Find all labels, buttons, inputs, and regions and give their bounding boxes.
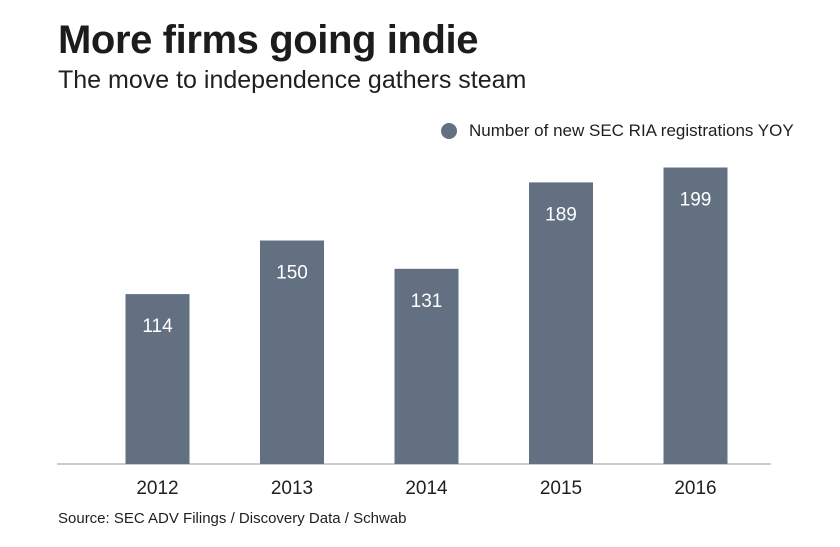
bar-value-label-2012: 114 xyxy=(142,316,173,337)
x-tick-label-2013: 2013 xyxy=(271,478,313,499)
bar-value-label-2016: 199 xyxy=(680,190,712,211)
bar-2016 xyxy=(663,167,728,464)
x-tick-label-2014: 2014 xyxy=(405,478,448,499)
bar-value-label-2014: 131 xyxy=(411,291,443,312)
source-note: Source: SEC ADV Filings / Discovery Data… xyxy=(58,510,407,527)
bar-2014 xyxy=(394,268,459,464)
chart-subtitle: The move to independence gathers steam xyxy=(58,66,527,94)
bar-value-label-2015: 189 xyxy=(545,204,577,225)
x-tick-label-2012: 2012 xyxy=(136,478,178,499)
legend-swatch-icon xyxy=(441,123,457,139)
bar-2013 xyxy=(260,240,324,464)
chart-title: More firms going indie xyxy=(58,18,479,62)
bar-2015 xyxy=(529,182,593,464)
legend-label: Number of new SEC RIA registrations YOY xyxy=(469,121,794,140)
x-tick-label-2015: 2015 xyxy=(540,478,582,499)
bar-value-label-2013: 150 xyxy=(276,263,308,284)
bar-2012 xyxy=(125,294,190,464)
x-tick-label-2016: 2016 xyxy=(674,478,716,499)
legend: Number of new SEC RIA registrations YOY xyxy=(441,120,794,142)
